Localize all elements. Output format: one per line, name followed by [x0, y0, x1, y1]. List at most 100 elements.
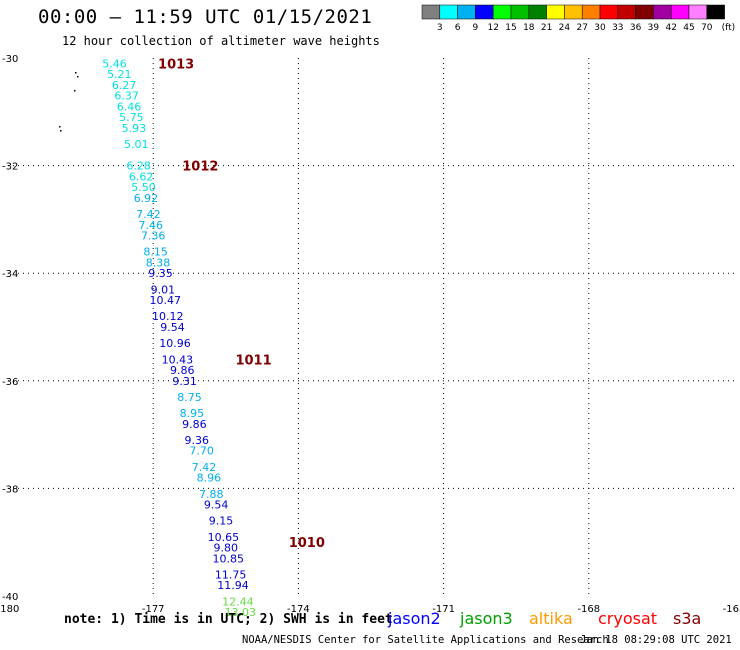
colorbar-swatch	[439, 4, 458, 20]
y-tick-label: -36	[2, 377, 18, 388]
swh-label: 10.47	[150, 294, 182, 307]
chart-title: 00:00 – 11:59 UTC 01/15/2021	[38, 6, 373, 28]
colorbar-tick: 15	[505, 23, 516, 33]
swh-label: 7.70	[189, 445, 214, 458]
colorbar-swatch	[635, 4, 654, 20]
legend-cryosat: cryosat	[598, 609, 658, 628]
colorbar-swatch	[670, 4, 690, 20]
swh-label: 13.03	[225, 606, 257, 619]
colorbar-swatch	[492, 4, 512, 20]
swh-label: 10.85	[212, 552, 244, 565]
colorbar-tick: 45	[683, 23, 694, 33]
swh-label: 9.36	[185, 434, 210, 447]
swh-label: 5.93	[122, 122, 147, 135]
colorbar-swatch	[457, 4, 476, 20]
colorbar-swatch	[653, 4, 672, 20]
colorbar-swatch	[617, 4, 636, 20]
swh-label: 10.65	[208, 531, 240, 544]
island-dot	[77, 76, 79, 78]
legend-jason2: jason2	[388, 609, 441, 628]
island-dot	[60, 130, 62, 132]
colorbar-swatch	[599, 4, 619, 20]
swh-label: 11.94	[217, 579, 249, 592]
swh-label: 6.28	[126, 160, 151, 173]
y-tick-label: -32	[2, 162, 18, 173]
colorbar-tick: 18	[523, 23, 535, 33]
pressure-label: 1010	[289, 536, 325, 551]
colorbar-tick: 21	[541, 23, 552, 33]
colorbar-swatch	[581, 4, 601, 20]
swh-label: 5.01	[124, 138, 149, 151]
swh-label: 8.75	[177, 391, 202, 404]
swh-label: 6.27	[112, 79, 137, 92]
pressure-label: 1012	[182, 160, 218, 175]
swh-label: 9.35	[148, 267, 173, 280]
x-tick-label: -165	[723, 604, 740, 615]
swh-label: 9.01	[151, 283, 176, 296]
x-tick-label: -174	[287, 604, 310, 615]
colorbar-tick: 3	[437, 23, 443, 33]
swh-label: 7.36	[141, 230, 166, 243]
swh-label: 9.54	[160, 321, 185, 334]
colorbar-tick: 42	[665, 23, 676, 33]
island-dot	[74, 90, 76, 92]
colorbar-tick: 30	[594, 23, 606, 33]
swh-label: 6.92	[134, 192, 159, 205]
swh-label: 10.12	[152, 310, 184, 323]
swh-label: 10.96	[159, 337, 191, 350]
swh-label: 7.88	[199, 488, 224, 501]
colorbar-swatch	[510, 4, 530, 20]
colorbar-tick: 27	[576, 23, 587, 33]
colorbar-tick: 70	[701, 23, 713, 33]
y-tick-label: -38	[2, 484, 18, 495]
x-tick-label: -168	[577, 604, 600, 615]
swh-label: 8.96	[197, 472, 222, 485]
colorbar-tick: 33	[612, 23, 623, 33]
pressure-label: 1011	[235, 353, 271, 368]
colorbar-tick: 9	[473, 23, 479, 33]
swh-label: 11.75	[215, 568, 247, 581]
colorbar-swatch	[528, 4, 547, 20]
swh-label: 7.42	[136, 208, 161, 221]
colorbar-tick: 24	[559, 23, 571, 33]
y-tick-label: -30	[2, 54, 18, 65]
swh-label: 9.80	[214, 542, 239, 555]
colorbar-swatch	[421, 4, 441, 20]
swh-label: 5.50	[131, 181, 156, 194]
swh-label: 7.42	[192, 461, 217, 474]
legend-s3a: s3a	[673, 609, 702, 628]
legend-jason3: jason3	[460, 609, 513, 628]
swh-label: 5.21	[107, 68, 132, 81]
colorbar-tick: 36	[630, 23, 642, 33]
y-tick-label: -40	[2, 592, 18, 603]
x-tick-label: -171	[432, 604, 455, 615]
swh-label: 10.43	[162, 353, 194, 366]
swh-label: 6.37	[114, 90, 139, 103]
colorbar-tick: 12	[487, 23, 498, 33]
pressure-label: 1013	[158, 57, 194, 72]
colorbar-tick: 6	[455, 23, 461, 33]
colorbar-swatch	[706, 4, 725, 20]
x-tick-label: -177	[142, 604, 165, 615]
swh-label: 6.62	[129, 170, 154, 183]
swh-label: 8.38	[146, 256, 171, 269]
colorbar-unit: (ft)	[722, 23, 736, 33]
swh-label: 5.75	[119, 111, 144, 124]
footer-timestamp: Jan 18 08:29:08 UTC 2021	[580, 634, 732, 646]
swh-label: 9.15	[209, 515, 234, 528]
x-tick-label: -180	[0, 604, 19, 615]
swh-label: 9.31	[172, 375, 197, 388]
island-dot	[75, 72, 77, 74]
swh-label: 9.86	[182, 418, 207, 431]
swh-label: 6.46	[117, 100, 142, 113]
footer-note: note: 1) Time is in UTC; 2) SWH is in fe…	[64, 612, 393, 627]
footer-credit: NOAA/NESDIS Center for Satellite Applica…	[242, 634, 609, 646]
swh-label: 8.15	[143, 246, 168, 259]
swh-label: 9.86	[170, 364, 195, 377]
island-dot	[59, 126, 61, 128]
colorbar-swatch	[475, 4, 494, 20]
y-tick-label: -34	[2, 269, 18, 280]
swh-label: 5.46	[102, 57, 127, 70]
swh-label: 9.54	[204, 499, 229, 512]
